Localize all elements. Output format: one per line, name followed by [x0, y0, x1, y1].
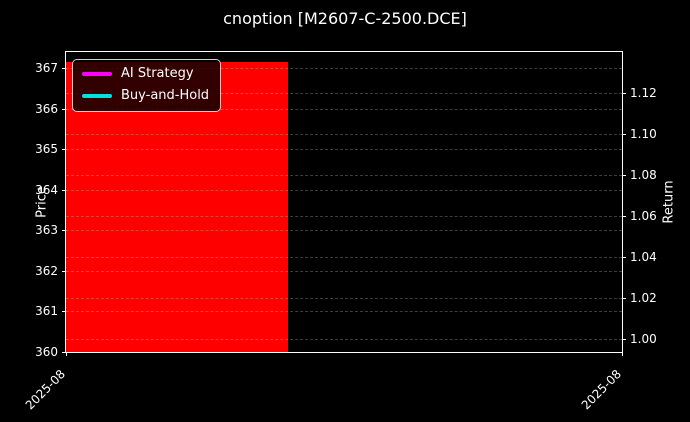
x-tick-label: 2025-08 [578, 367, 624, 413]
gridline [66, 311, 622, 313]
chart-title: cnoption [M2607-C-2500.DCE] [223, 9, 467, 28]
buy-and-hold-line-swatch [82, 93, 112, 98]
y-tick-label-return: 1.04 [630, 249, 657, 264]
y-tick-label-price: 363 [35, 223, 58, 238]
y-tick-right [622, 93, 626, 95]
y-tick-left [62, 108, 66, 110]
y-tick-label-return: 1.12 [630, 86, 657, 101]
y-tick-label-return: 1.02 [630, 290, 657, 305]
y-tick-label-price: 364 [35, 182, 58, 197]
gridline [66, 216, 622, 218]
gridline [66, 256, 622, 258]
ai-strategy-line-swatch [82, 71, 112, 76]
legend-item-ai-strategy: AI Strategy [82, 66, 209, 81]
y-tick-left [62, 149, 66, 151]
legend-label-buy-and-hold: Buy-and-Hold [121, 88, 210, 103]
y-tick-right [622, 216, 626, 218]
gridline [66, 297, 622, 299]
y-tick-left [62, 230, 66, 232]
y-tick-label-price: 362 [35, 263, 58, 278]
gridline [66, 134, 622, 136]
y-tick-label-return: 1.08 [630, 168, 657, 183]
y-tick-label-return: 1.00 [630, 331, 657, 346]
y-tick-right [622, 175, 626, 177]
y-tick-right [622, 256, 626, 258]
y-tick-label-return: 1.10 [630, 127, 657, 142]
gridline [66, 108, 622, 110]
x-tick-label: 2025-08 [22, 367, 68, 413]
y-tick-left [62, 352, 66, 353]
gridline [66, 68, 622, 70]
y-tick-label-price: 360 [35, 345, 58, 359]
gridline [66, 175, 622, 177]
y-tick-left [62, 189, 66, 191]
gridline [66, 93, 622, 95]
x-tick [622, 352, 623, 356]
y-tick-label-price: 365 [35, 142, 58, 157]
y-tick-label-return: 1.06 [630, 209, 657, 224]
plot-area: AI Strategy Buy-and-Hold [65, 51, 623, 353]
y-tick-right [622, 297, 626, 299]
gridline [66, 338, 622, 340]
gridline [66, 230, 622, 232]
gridline [66, 189, 622, 191]
gridline [66, 270, 622, 272]
y-tick-right [622, 134, 626, 136]
y-tick-label-price: 361 [35, 304, 58, 319]
x-tick [66, 352, 67, 356]
legend-label-ai-strategy: AI Strategy [121, 66, 194, 81]
y-tick-left [62, 270, 66, 272]
y-tick-left [62, 311, 66, 313]
gridline [66, 149, 622, 151]
y-tick-right [622, 338, 626, 340]
legend-item-buy-and-hold: Buy-and-Hold [82, 88, 209, 103]
legend: AI Strategy Buy-and-Hold [72, 59, 222, 112]
y-tick-label-price: 367 [35, 61, 58, 76]
y-tick-label-price: 366 [35, 101, 58, 116]
y-tick-left [62, 68, 66, 70]
